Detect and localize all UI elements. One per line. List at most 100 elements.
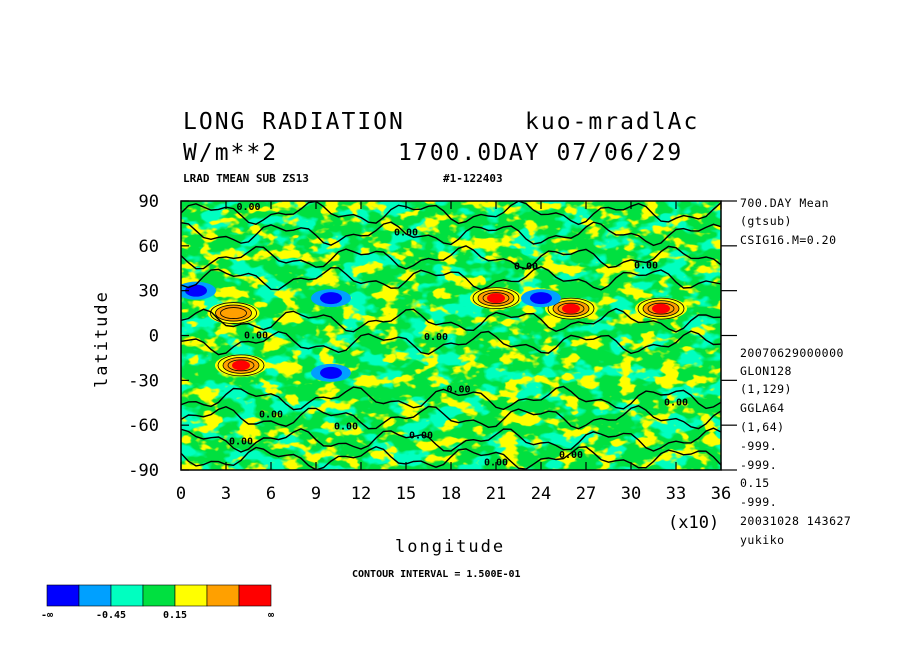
contour-layer: 0.00 0.00 0.00 0.00 0.00 0.00 0.00 0.00 0.00 0.00… [181,201,721,470]
colorbar-swatch [142,584,176,607]
y-ticks: 90 60 30 0 -30 -60 -90 [128,192,737,481]
feature-contour [472,287,520,310]
feature-contour [557,302,585,315]
side-info-13: 20031028 143627 [740,514,852,528]
feature-blob [487,293,505,304]
x-multiplier: (x10) [668,513,720,533]
contour-line [181,245,721,270]
x-tick-label: 3 [221,484,231,504]
x-ticks: 0 3 6 9 12 15 18 21 24 27 30 33 36 [176,201,731,504]
feature-contour [552,300,590,318]
contour-label: 0.00 [229,437,253,448]
feature-blob [320,366,342,379]
contour-line [181,405,721,430]
y-tick-label: 30 [139,282,159,302]
contour-label: 0.00 [259,410,283,421]
x-tick-label: 6 [266,484,276,504]
feature-contour [210,302,257,324]
contour-label: 0.00 [394,227,418,238]
feature-blob [530,292,552,305]
side-info-8: (1,64) [740,420,785,434]
feature-blob [652,303,670,314]
contour-label: 0.00 [409,431,433,442]
feature-blob [185,284,207,297]
x-tick-label: 9 [311,484,321,504]
feature-layer [181,281,687,382]
side-info-14: yukiko [740,533,785,547]
colorbar-label: -∞ [41,610,53,621]
experiment-name: kuo-mradlAc [525,109,700,135]
side-info-6: (1,129) [740,382,792,396]
y-tick-label: -30 [128,371,159,391]
x-tick-label: 24 [531,484,551,504]
feature-blob [562,303,580,314]
contour-line [181,330,721,356]
feature-contour [220,307,247,319]
colorbar: -∞ -0.45 0.15 ∞ [41,584,274,621]
colorbar-label: -0.45 [96,610,126,621]
contour-line [181,221,721,247]
contour-label: 0.00 [334,422,358,433]
side-info-11: 0.15 [740,476,770,490]
feature-contour [637,297,685,320]
side-info-3: CSIG16.M=0.20 [740,233,837,247]
contour-line [181,427,721,453]
x-tick-label: 12 [351,484,371,504]
contour-label: 0.00 [446,384,470,395]
colorbar-swatch [238,584,272,607]
contour-label: 0.00 [664,398,688,409]
colorbar-label: ∞ [268,610,274,621]
x-tick-label: 0 [176,484,186,504]
feature-contour [482,292,510,305]
run-id-label: #1-122403 [443,172,503,185]
x-tick-label: 21 [486,484,506,504]
side-info-9: -999. [740,439,778,453]
side-info-2: (gtsub) [740,214,792,228]
contour-interval: CONTOUR INTERVAL = 1.500E-01 [352,569,521,580]
y-tick-label: -60 [128,416,159,436]
x-tick-label: 15 [396,484,416,504]
contour-line [181,266,721,291]
chart-title: LONG RADIATION [183,109,405,135]
time-label: 1700.0DAY 07/06/29 [398,140,684,166]
x-tick-label: 33 [666,484,686,504]
x-tick-label: 30 [621,484,641,504]
feature-contour [642,300,680,318]
side-info-5: GLON128 [740,364,792,378]
contour-label: 0.00 [559,450,583,461]
side-info-4: 20070629000000 [740,346,844,360]
contour-label: 0.00 [236,202,260,213]
feature-contour [647,302,675,315]
contour-label: 0.00 [424,332,448,343]
x-tick-label: 36 [711,484,731,504]
contour-label: 0.00 [634,260,658,271]
variable-label: LRAD TMEAN SUB ZS13 [183,172,309,185]
x-tick-label: 27 [576,484,596,504]
y-tick-label: 90 [139,192,159,212]
field-layer: 0.00 0.00 0.00 0.00 0.00 0.00 0.00 0.00 0.00 0.00… [181,201,721,470]
y-tick-label: -90 [128,461,159,481]
feature-contour [547,297,595,320]
y-tick-label: 60 [139,237,159,257]
feature-contour [227,359,255,372]
side-info-10: -999. [740,458,778,472]
feature-contour [222,356,260,374]
colorbar-swatch [110,584,144,607]
side-info-1: 700.DAY Mean [740,196,830,210]
x-axis-label: longitude [395,537,506,557]
contour-line [181,385,721,411]
colorbar-swatch [206,584,240,607]
side-info-12: -999. [740,495,778,509]
colorbar-label: 0.15 [163,610,187,621]
units-label: W/m**2 [183,140,279,166]
feature-contour [477,289,515,307]
feature-blob [320,292,342,305]
y-tick-label: 0 [149,327,159,347]
feature-contour [217,354,265,377]
colorbar-swatch [78,584,112,607]
x-tick-label: 18 [441,484,461,504]
side-info-7: GGLA64 [740,401,785,415]
contour-line [181,307,721,333]
contour-label: 0.00 [514,262,538,273]
